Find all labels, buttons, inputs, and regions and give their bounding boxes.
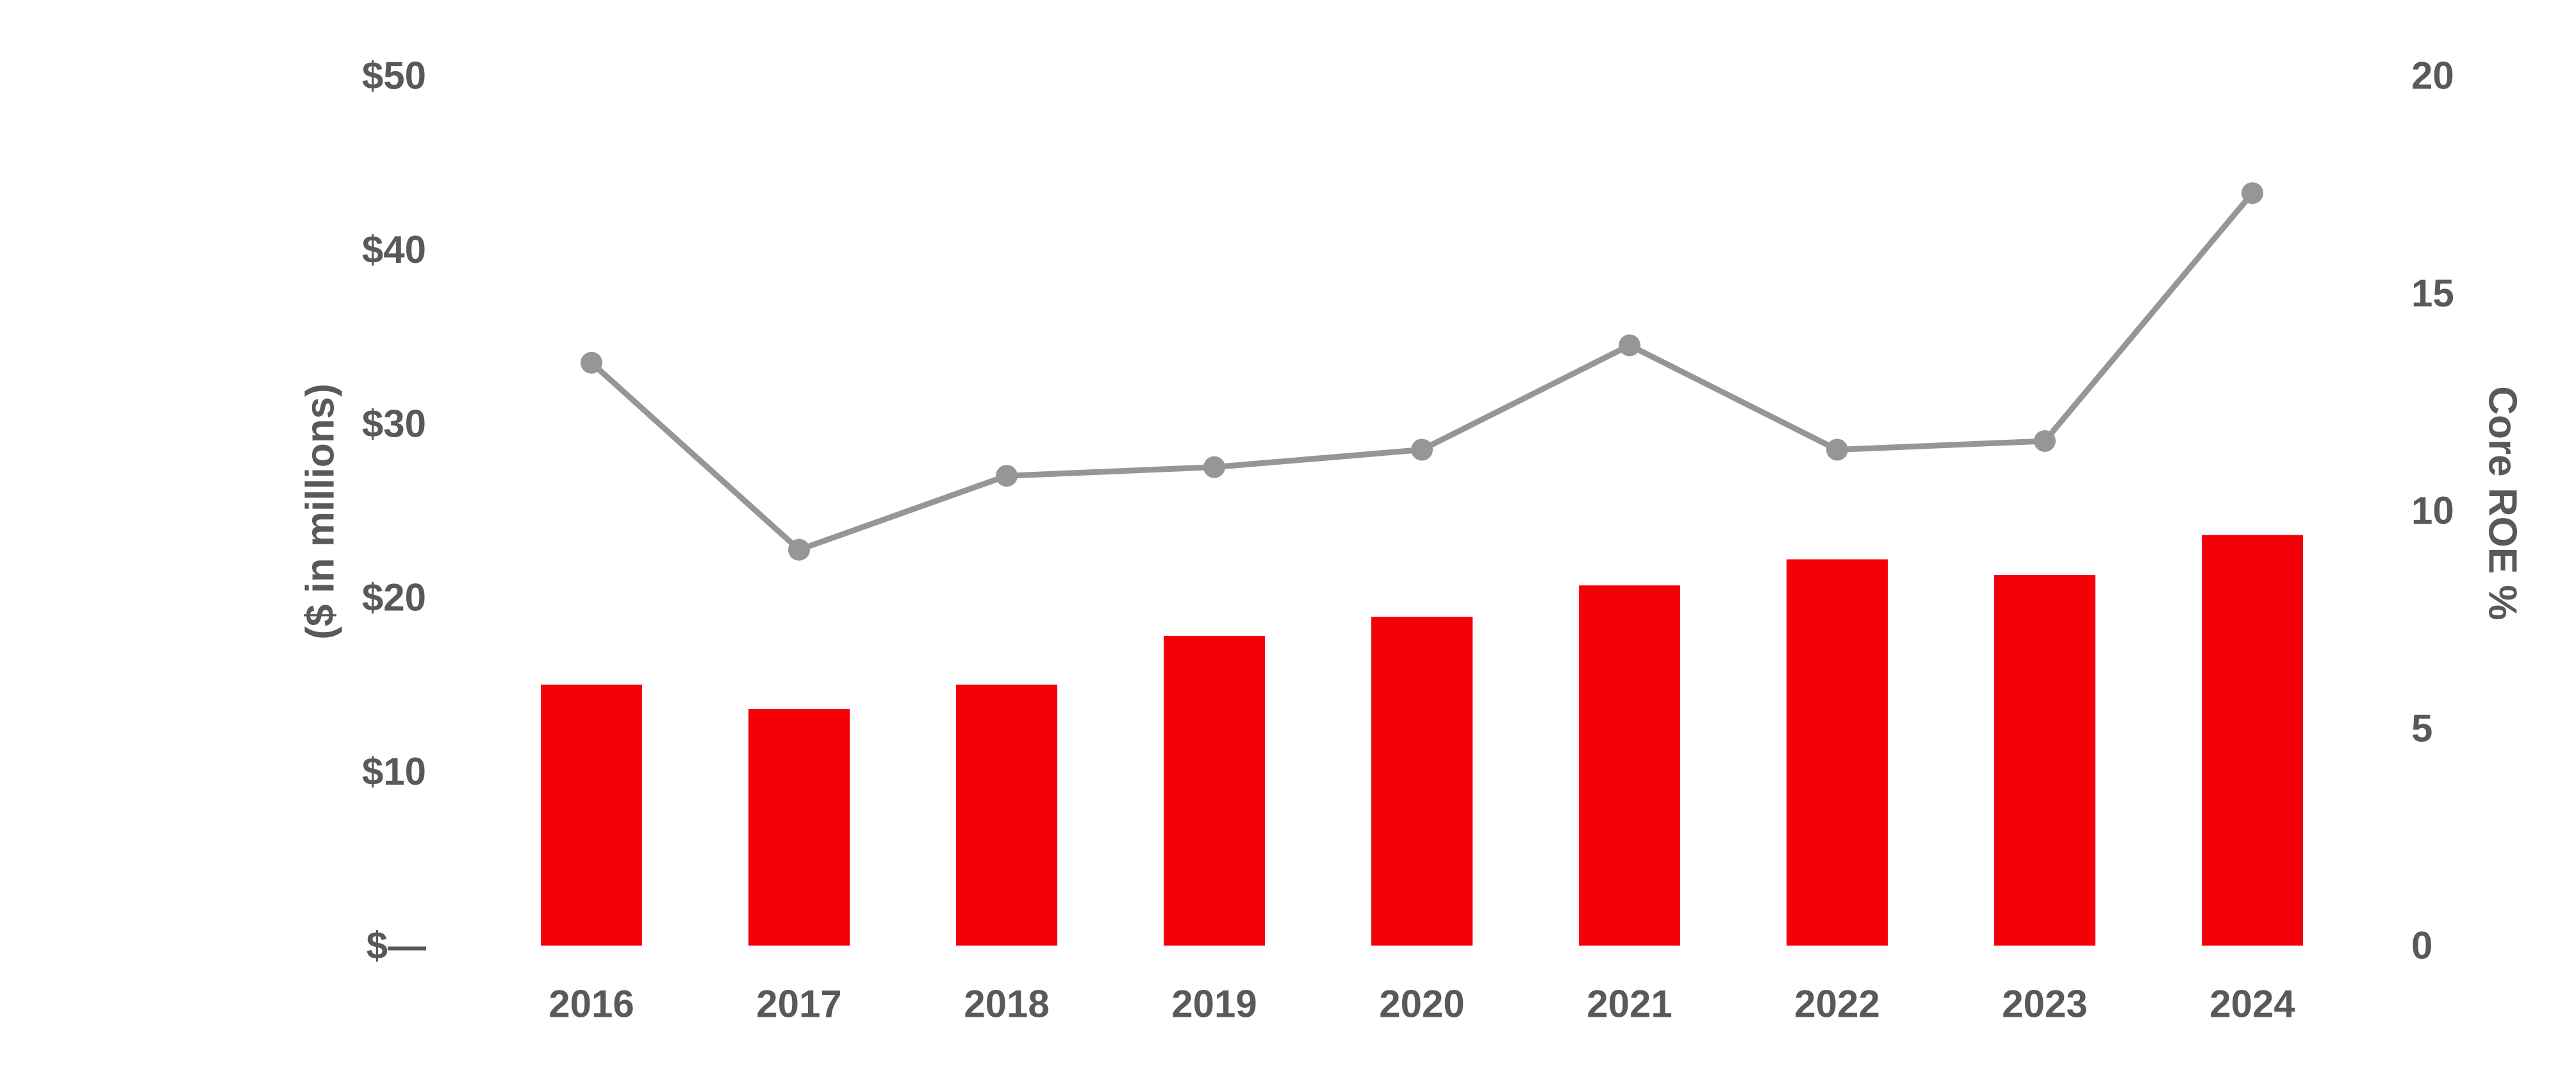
roe-point-2024 — [2242, 182, 2263, 205]
roe-point-2023 — [2034, 430, 2056, 452]
left-tick-label: $40 — [362, 228, 426, 271]
x-tick-label: 2020 — [1379, 983, 1464, 1026]
right-tick-label: 20 — [2411, 54, 2454, 97]
x-tick-label: 2023 — [2002, 983, 2087, 1026]
roe-point-2019 — [1203, 456, 1225, 478]
bar-2019 — [1164, 635, 1265, 946]
bar-2016 — [541, 684, 642, 946]
roe-point-2017 — [788, 538, 810, 561]
right-tick-label: 5 — [2411, 706, 2432, 749]
x-tick-label: 2022 — [1794, 983, 1879, 1026]
bar-2023 — [1994, 574, 2095, 946]
roe-point-2016 — [581, 351, 602, 374]
x-tick-label: 2018 — [964, 983, 1049, 1026]
roe-point-2018 — [996, 465, 1018, 487]
roe-line — [589, 191, 2255, 553]
left-tick-label: $10 — [362, 750, 426, 793]
x-axis: 2016 2017 2018 2019 2020 2021 2022 2023 2024 — [549, 983, 2295, 1026]
right-tick-label: 10 — [2411, 489, 2454, 532]
left-tick-label: $— — [367, 924, 426, 967]
right-tick-label: 15 — [2411, 272, 2454, 315]
x-tick-label: 2019 — [1171, 983, 1257, 1026]
bar-2024 — [2202, 535, 2303, 946]
left-tick-label: $50 — [362, 54, 426, 97]
bar-2018 — [956, 684, 1057, 946]
bars-layer — [541, 535, 2303, 946]
left-tick-label: $30 — [362, 402, 426, 445]
line-layer — [581, 182, 2263, 561]
bar-2022 — [1787, 559, 1888, 946]
roe-point-2021 — [1619, 334, 1640, 356]
bar-2020 — [1371, 617, 1473, 946]
roe-point-2022 — [1826, 438, 1848, 461]
bar-2017 — [748, 708, 850, 946]
x-tick-label: 2016 — [549, 983, 634, 1026]
right-tick-label: 0 — [2411, 924, 2432, 967]
bar-2021 — [1579, 585, 1680, 946]
left-tick-label: $20 — [362, 576, 426, 619]
left-axis: $— $10 $20 $30 $40 $50 — [362, 54, 426, 967]
roe-point-2020 — [1411, 438, 1433, 461]
x-tick-label: 2021 — [1587, 983, 1672, 1026]
right-axis: 0 5 10 15 20 — [2411, 54, 2454, 967]
x-tick-label: 2017 — [756, 983, 841, 1026]
left-axis-title: ($ in millions) — [299, 383, 343, 640]
x-tick-label: 2024 — [2209, 983, 2295, 1026]
right-axis-title: Core ROE % — [2481, 386, 2525, 620]
